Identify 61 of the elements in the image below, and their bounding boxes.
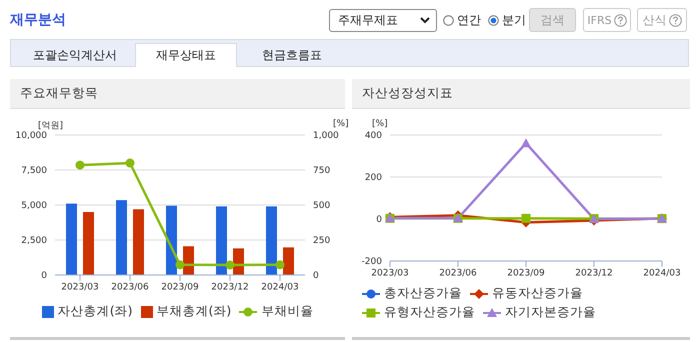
- y-tick-label: 2,500: [21, 236, 48, 246]
- text: 검색: [540, 12, 564, 28]
- bar: [66, 204, 77, 275]
- point: [76, 160, 84, 170]
- y2-tick-label: 750: [313, 166, 330, 176]
- y-tick-label: 0: [376, 215, 382, 226]
- text: 주재무제표: [338, 12, 398, 29]
- x-tick-label: 2023/12: [575, 268, 613, 278]
- y-axis-title: [억원]: [38, 120, 64, 131]
- chart-title: 주요재무항목: [10, 79, 345, 109]
- y2-tick-label: 1,000: [313, 131, 340, 142]
- y-tick-label: -200: [362, 257, 382, 268]
- y2-axis-title: [%]: [333, 119, 349, 129]
- point: [126, 158, 134, 168]
- x-tick-label: 2023/03: [61, 282, 99, 292]
- legend-label: 자기자본증가율: [505, 304, 596, 321]
- x-tick-label: 2023/12: [211, 282, 249, 292]
- x-tick-label: 2023/06: [439, 268, 477, 278]
- chart-title: 자산성장성지표: [352, 79, 690, 109]
- text: 재무분석: [10, 11, 66, 29]
- text: 분기: [502, 12, 526, 29]
- y2-tick-label: 500: [313, 201, 330, 212]
- x-tick-label: 2023/03: [371, 268, 409, 278]
- y-tick-label: 400: [364, 131, 382, 142]
- x-tick-label: 2023/09: [161, 282, 199, 292]
- legend-label: 유형자산증가율: [384, 304, 475, 321]
- y-tick-label: 10,000: [16, 131, 48, 142]
- text: 현금흐름표: [261, 46, 323, 64]
- text: 연간: [457, 12, 481, 29]
- bar: [116, 200, 127, 275]
- point: [521, 138, 531, 148]
- x-tick-label: 2023/09: [507, 268, 545, 278]
- legend-label: 유동자산증가율: [492, 285, 583, 302]
- legend-label: 부채비율: [261, 303, 314, 320]
- bar: [216, 206, 227, 275]
- point: [276, 260, 284, 270]
- legend-label: 자산총계(좌): [58, 303, 132, 320]
- y-tick-label: 5,000: [21, 201, 48, 212]
- text: 재무상태표: [135, 43, 237, 67]
- text: 포괄손익계산서: [32, 46, 118, 64]
- y2-tick-label: 250: [313, 236, 330, 246]
- x-tick-label: 2024/03: [643, 268, 681, 278]
- legend-label: 총자산증가율: [384, 285, 462, 302]
- y2-tick-label: 0: [313, 271, 319, 282]
- bar: [166, 206, 177, 275]
- point: [226, 260, 234, 270]
- y-tick-label: 7,500: [21, 166, 48, 176]
- y-axis-title: [%]: [372, 119, 388, 129]
- bar: [283, 247, 294, 275]
- bar: [83, 212, 94, 275]
- legend-label: 부채총계(좌): [156, 303, 232, 320]
- text: 산식: [642, 12, 666, 28]
- bar: [133, 209, 144, 275]
- text: IFRS: [587, 14, 612, 26]
- y-tick-label: 0: [41, 271, 48, 282]
- x-tick-label: 2023/06: [111, 282, 149, 292]
- point: [176, 260, 184, 270]
- bar: [266, 206, 277, 275]
- y-tick-label: 200: [364, 173, 382, 184]
- point: [522, 214, 530, 223]
- x-tick-label: 2024/03: [261, 282, 299, 292]
